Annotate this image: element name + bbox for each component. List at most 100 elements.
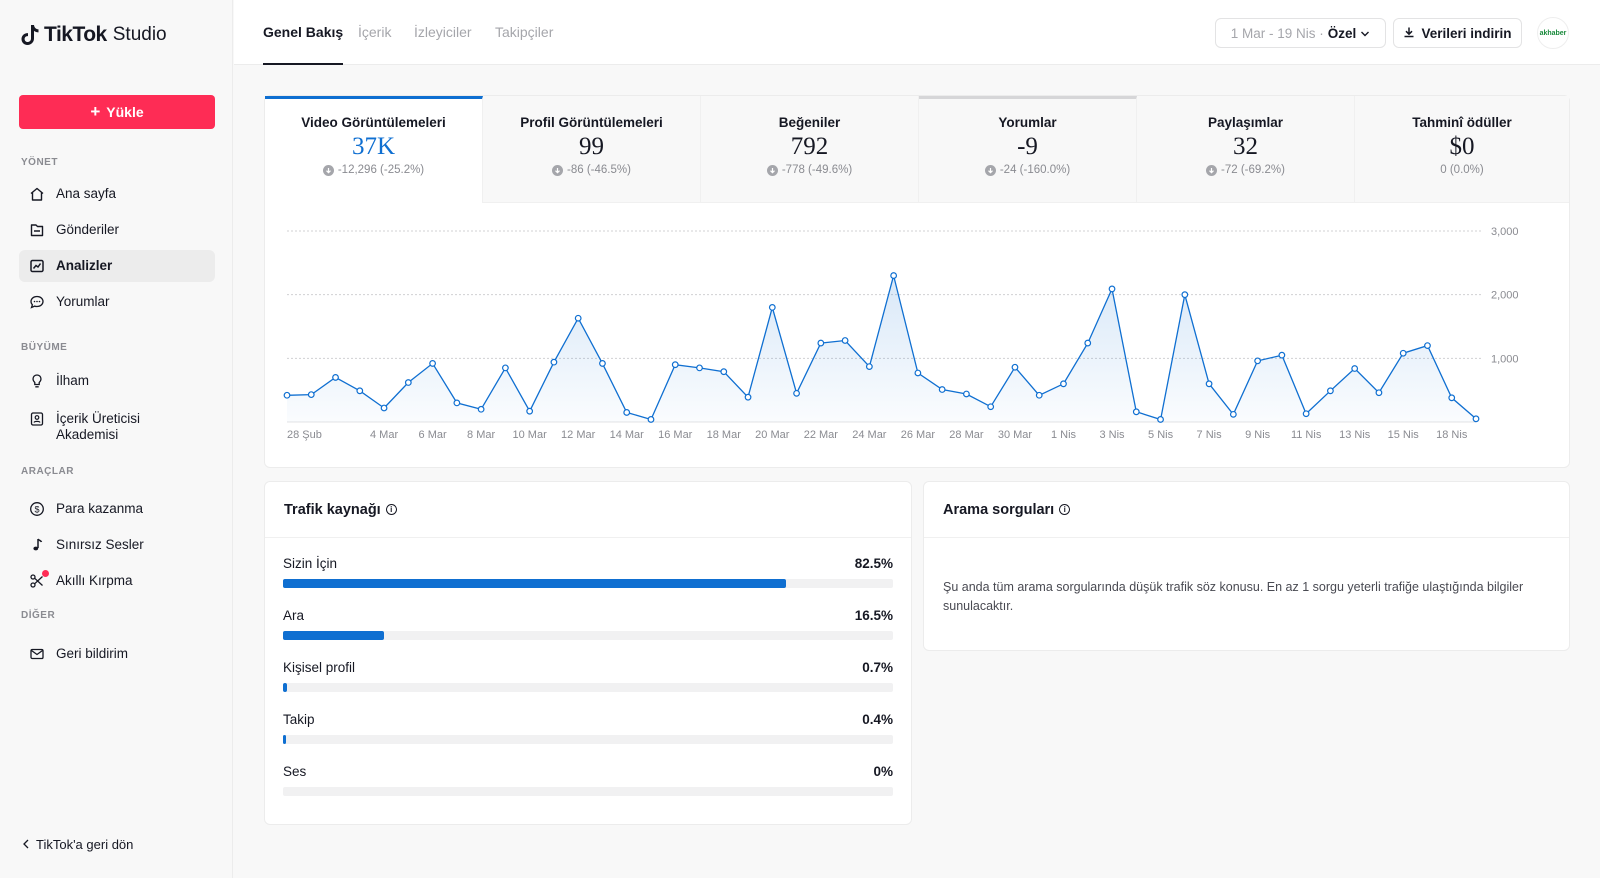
sidebar-item-unlimited-sounds[interactable]: Sınırsız Sesler <box>19 529 215 561</box>
data-point <box>671 361 679 369</box>
data-point <box>1424 342 1431 350</box>
sidebar: TikTok Studio + Yükle YÖNET Ana sayfa Gö… <box>0 0 233 878</box>
data-point <box>1399 349 1407 357</box>
data-point <box>987 403 995 411</box>
data-point <box>1302 410 1310 418</box>
data-point <box>768 303 776 311</box>
metric-label: Beğeniler <box>778 115 841 130</box>
data-point <box>1254 357 1262 365</box>
data-point <box>744 393 752 401</box>
data-point <box>647 416 655 423</box>
metric-comments[interactable]: Yorumlar -9 -24 (-160.0%) <box>919 96 1137 203</box>
traffic-bar-track <box>283 579 893 588</box>
traffic-percent: 0% <box>873 764 893 779</box>
traffic-label: Kişisel profil <box>283 660 356 675</box>
x-tick-label: 5 Nis <box>1148 429 1174 441</box>
info-icon[interactable]: i <box>385 504 397 515</box>
posts-icon <box>29 222 45 238</box>
back-label: TikTok'a geri dön <box>36 837 134 852</box>
tab-audience[interactable]: İzleyiciler <box>414 24 472 40</box>
metric-change: 0 (0.0%) <box>1355 164 1569 176</box>
metric-estimated-rewards[interactable]: Tahminî ödüller $0 0 (0.0%) <box>1355 96 1569 203</box>
sidebar-item-academy[interactable]: İçerik Üreticisi Akademisi <box>19 405 215 449</box>
upload-button[interactable]: + Yükle <box>19 95 215 129</box>
data-point <box>599 360 606 367</box>
sidebar-item-comments[interactable]: Yorumlar <box>19 286 215 318</box>
mail-icon <box>29 646 45 662</box>
metric-change-text: -778 (-49.6%) <box>781 164 853 176</box>
metric-change: -778 (-49.6%) <box>701 164 918 176</box>
traffic-card-header: Trafik kaynağı i <box>265 482 911 538</box>
sidebar-item-feedback[interactable]: Geri bildirim <box>19 638 215 670</box>
academy-icon <box>29 411 45 427</box>
data-point <box>1011 363 1019 371</box>
tiktok-studio-logo[interactable]: TikTok Studio <box>20 20 167 50</box>
sidebar-item-inspiration[interactable]: İlham <box>19 365 215 397</box>
search-message: Şu anda tüm arama sorgularında düşük tra… <box>943 580 1524 613</box>
metric-value: 37K <box>351 133 396 160</box>
section-title-tools: ARAÇLAR <box>21 466 74 477</box>
download-label: Verileri indirin <box>1421 25 1512 41</box>
x-tick-label: 8 Mar <box>467 429 495 441</box>
metric-change-text: 0 (0.0%) <box>1440 164 1484 176</box>
sidebar-item-home[interactable]: Ana sayfa <box>19 178 215 210</box>
x-tick-label: 13 Nis <box>1339 429 1371 441</box>
plus-icon: + <box>90 102 101 121</box>
section-title-manage: YÖNET <box>21 157 58 168</box>
data-point <box>1035 391 1043 399</box>
traffic-row: Ara 16.5% <box>283 608 893 640</box>
date-mode-text: Özel <box>1327 25 1357 41</box>
tiktok-logo-icon <box>21 25 39 45</box>
data-point <box>696 364 703 372</box>
metric-label: Video Görüntülemeleri <box>301 115 446 130</box>
data-point <box>429 360 436 367</box>
tab-overview[interactable]: Genel Bakış <box>263 24 344 65</box>
data-point <box>550 358 558 366</box>
views-chart: 1,000 2,000 3,000 28 Şub 4 Mar 6 Mar 8 Mar 10 M… <box>283 226 1519 441</box>
comments-icon <box>29 294 45 310</box>
arrow-down-icon <box>552 164 564 176</box>
traffic-title: Trafik kaynağı <box>284 501 381 518</box>
sidebar-item-label: Para kazanma <box>56 501 144 516</box>
sidebar-item-label: İçerik Üreticisi Akademisi <box>56 411 141 442</box>
metric-change: -72 (-69.2%) <box>1137 164 1354 176</box>
y-tick-label: 2,000 <box>1491 290 1519 302</box>
back-to-tiktok-link[interactable]: TikTok'a geri dön <box>22 837 133 852</box>
data-point <box>1060 380 1067 388</box>
data-point <box>1472 415 1480 423</box>
sidebar-item-smart-cut[interactable]: Akıllı Kırpma <box>19 565 215 597</box>
sidebar-item-label: Ana sayfa <box>56 186 117 201</box>
traffic-bar-track <box>283 735 893 744</box>
data-point <box>1229 410 1237 418</box>
x-tick-label: 20 Mar <box>755 429 790 441</box>
traffic-source-card: Trafik kaynağı i Sizin İçin 82.5% Ara 16.5%… <box>264 481 912 825</box>
tab-content[interactable]: İçerik <box>358 24 392 40</box>
avatar[interactable]: akhaber <box>1537 17 1569 49</box>
download-data-button[interactable]: Verileri indirin <box>1393 18 1522 48</box>
traffic-percent: 82.5% <box>854 556 893 571</box>
traffic-bar-fill <box>283 631 384 640</box>
tab-followers[interactable]: Takipçiler <box>495 24 554 40</box>
data-point <box>938 386 946 393</box>
metric-profile-views[interactable]: Profil Görüntülemeleri 99 -86 (-46.5%) <box>483 96 701 203</box>
metric-likes[interactable]: Beğeniler 792 -778 (-49.6%) <box>701 96 919 203</box>
traffic-percent: 0.7% <box>862 660 893 675</box>
info-icon[interactable]: i <box>1059 504 1071 515</box>
metric-shares[interactable]: Paylaşımlar 32 -72 (-69.2%) <box>1137 96 1355 203</box>
metric-change-text: -12,296 (-25.2%) <box>337 164 425 176</box>
x-tick-label: 1 Nis <box>1051 429 1077 441</box>
traffic-row: Kişisel profil 0.7% <box>283 660 893 692</box>
sidebar-item-analytics[interactable]: Analizler <box>19 250 215 282</box>
date-range-dropdown[interactable]: 1 Mar - 19 Nis · Özel <box>1215 18 1386 48</box>
sidebar-item-monetization[interactable]: $ Para kazanma <box>19 493 215 525</box>
notification-dot <box>42 570 49 577</box>
x-tick-label: 15 Nis <box>1388 429 1420 441</box>
metric-video-views[interactable]: Video Görüntülemeleri 37K -12,296 (-25.2… <box>265 96 483 203</box>
search-queries-card: Arama sorguları i Şu anda tüm arama sorg… <box>923 481 1570 651</box>
sidebar-item-posts[interactable]: Gönderiler <box>19 214 215 246</box>
x-tick-label: 3 Nis <box>1099 429 1125 441</box>
section-title-other: DİĞER <box>21 610 56 621</box>
avatar-text: akhaber <box>1539 29 1567 37</box>
x-tick-label: 16 Mar <box>658 429 693 441</box>
download-icon <box>1403 26 1415 41</box>
